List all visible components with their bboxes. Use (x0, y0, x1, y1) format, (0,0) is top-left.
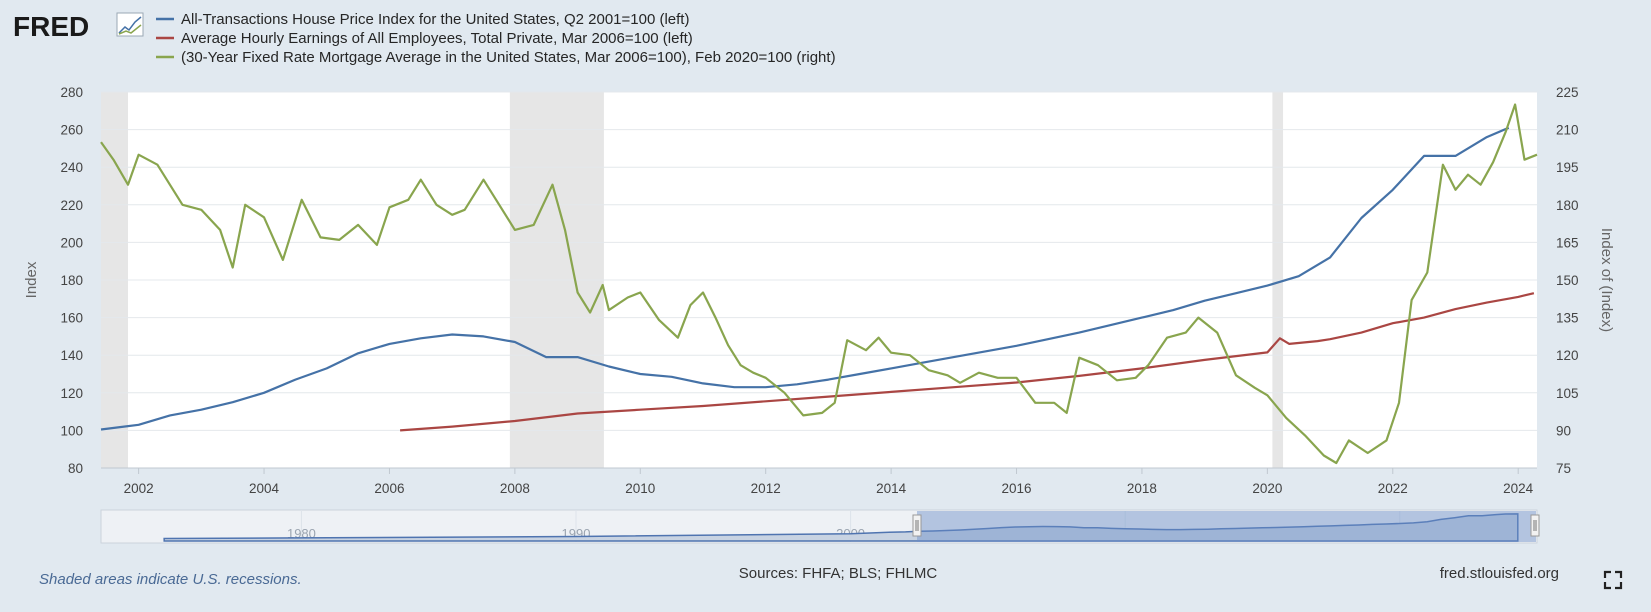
x-tick: 2014 (876, 481, 907, 496)
series-line-1[interactable] (100, 126, 1510, 431)
x-tick: 2004 (249, 481, 280, 496)
legend-item[interactable]: All-Transactions House Price Index for t… (181, 11, 689, 28)
x-tick: 2018 (1127, 481, 1157, 496)
series-lines (100, 103, 1538, 465)
y-tick-left: 200 (60, 235, 83, 250)
gridlines (101, 91, 1537, 469)
x-tick: 2008 (500, 481, 530, 496)
y-tick-right: 105 (1556, 386, 1579, 401)
navigator-handle-right[interactable] (1530, 514, 1540, 537)
legend-item[interactable]: (30-Year Fixed Rate Mortgage Average in … (181, 49, 836, 66)
plot-area (100, 91, 1538, 469)
x-tick: 2012 (751, 481, 781, 496)
site-link[interactable]: fred.stlouisfed.org (1440, 565, 1559, 582)
x-tick: 2024 (1503, 481, 1534, 496)
fred-logo[interactable]: FRED (13, 11, 144, 42)
y-tick-right: 210 (1556, 123, 1579, 138)
axes: 80 100 120 140 160 180 200 220 240 260 280 75 90 105 1… (60, 85, 1578, 496)
x-tick: 2010 (625, 481, 655, 496)
x-tick: 2020 (1252, 481, 1282, 496)
y-tick-left: 140 (60, 348, 83, 363)
legend: All-Transactions House Price Index for t… (156, 11, 836, 66)
y-tick-right: 120 (1556, 348, 1579, 363)
y-tick-right: 180 (1556, 198, 1579, 213)
y-tick-right: 75 (1556, 461, 1571, 476)
y-tick-left: 80 (68, 461, 83, 476)
y-tick-right: 195 (1556, 160, 1579, 175)
range-navigator[interactable]: 19801990200020102020 (100, 509, 1540, 544)
chart-line-icon (116, 12, 144, 37)
y-tick-left: 260 (60, 123, 83, 138)
y-axis-left-title: Index (23, 261, 40, 298)
y-tick-right: 165 (1556, 235, 1579, 250)
series-line-2[interactable] (400, 292, 1535, 432)
y-tick-left: 160 (60, 311, 83, 326)
y-tick-right: 150 (1556, 273, 1579, 288)
navigator-handle-left[interactable] (912, 514, 922, 537)
y-tick-left: 240 (60, 160, 83, 175)
y-tick-left: 180 (60, 273, 83, 288)
sources-text: Sources: FHFA; BLS; FHLMC (739, 565, 938, 582)
recession-note: Shaded areas indicate U.S. recessions. (39, 571, 302, 588)
x-tick: 2006 (374, 481, 404, 496)
y-tick-right: 90 (1556, 423, 1571, 438)
y-tick-left: 120 (60, 386, 83, 401)
y-tick-right: 225 (1556, 85, 1579, 100)
navigator-series (163, 513, 1519, 542)
y-tick-right: 135 (1556, 311, 1579, 326)
x-tick: 2002 (124, 481, 154, 496)
series-line-3[interactable] (100, 103, 1538, 465)
y-tick-left: 100 (60, 423, 83, 438)
fullscreen-icon[interactable] (1603, 570, 1623, 590)
y-tick-left: 280 (60, 85, 83, 100)
x-tick: 2016 (1002, 481, 1032, 496)
y-tick-left: 220 (60, 198, 83, 213)
navigator-selected-range[interactable] (917, 511, 1536, 542)
y-axis-right-title: Index of (Index) (1598, 228, 1615, 332)
fred-logo-text: FRED (13, 11, 89, 42)
x-tick: 2022 (1378, 481, 1408, 496)
legend-item[interactable]: Average Hourly Earnings of All Employees… (181, 30, 693, 47)
